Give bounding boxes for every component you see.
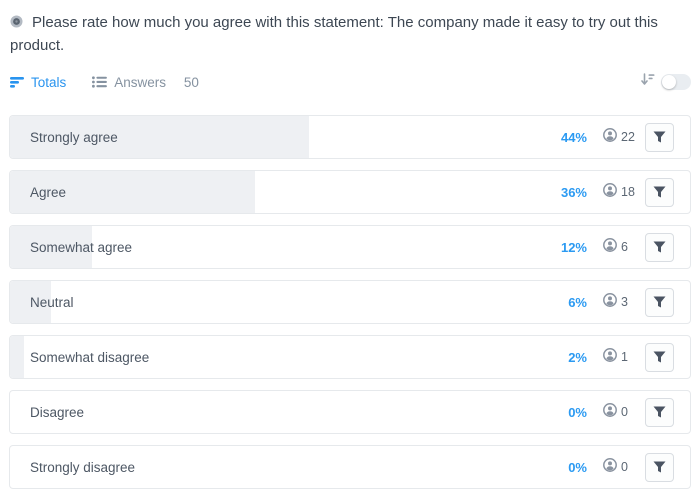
sort-descending-icon[interactable] (641, 73, 655, 91)
row-bar (10, 171, 255, 213)
row-bar (10, 226, 92, 268)
row-bar (10, 116, 310, 158)
row-count: 0 (621, 460, 628, 474)
row-label: Disagree (30, 404, 85, 420)
result-row: Strongly disagree 0% 0 (9, 445, 691, 489)
result-row: Somewhat disagree 2% 1 (9, 335, 691, 379)
row-percent: 0% (568, 459, 587, 475)
user-circle-icon (603, 182, 617, 202)
filter-button[interactable] (645, 177, 674, 207)
sort-toggle-knob (662, 75, 676, 89)
row-right: 36% 18 (551, 171, 674, 213)
row-right: 0% 0 (551, 446, 674, 488)
row-right: 6% 3 (551, 281, 674, 323)
tab-totals[interactable]: Totals (10, 75, 66, 90)
funnel-icon (653, 131, 666, 142)
row-label: Neutral (30, 294, 74, 310)
row-label: Strongly agree (30, 129, 118, 145)
filter-button[interactable] (645, 397, 674, 427)
user-circle-icon (603, 347, 617, 367)
row-label: Strongly disagree (30, 459, 136, 475)
tab-answers-label: Answers (114, 74, 167, 90)
tab-answers[interactable]: Answers 50 (92, 75, 199, 90)
question-title-text: Please rate how much you agree with this… (10, 14, 658, 54)
result-row: Neutral 6% 3 (9, 280, 691, 324)
user-circle-icon (603, 402, 617, 422)
tab-bar: Totals Answers 50 (9, 72, 691, 92)
row-right: 0% 0 (551, 391, 674, 433)
row-percent: 2% (568, 349, 587, 365)
row-count: 0 (621, 405, 628, 419)
row-percent: 36% (560, 184, 587, 200)
filter-button[interactable] (645, 342, 674, 372)
sort-toggle[interactable] (661, 74, 691, 90)
funnel-icon (653, 461, 666, 472)
user-circle-icon (603, 237, 617, 257)
row-bar (10, 336, 24, 378)
tab-totals-label: Totals (31, 74, 67, 90)
funnel-icon (653, 406, 666, 417)
funnel-icon (653, 186, 666, 197)
question-title: Please rate how much you agree with this… (9, 9, 691, 57)
row-right: 2% 1 (551, 336, 674, 378)
row-percent: 44% (560, 129, 587, 145)
filter-button[interactable] (645, 287, 674, 317)
row-label: Agree (30, 184, 67, 200)
row-right: 44% 22 (551, 116, 674, 158)
row-count: 3 (621, 295, 628, 309)
tab-answers-count: 50 (183, 74, 199, 90)
filter-button[interactable] (645, 452, 674, 482)
result-row: Agree 36% 18 (9, 170, 691, 214)
row-count: 18 (621, 185, 635, 199)
results-list: Strongly agree 44% 22 Agree 36% 18 Somew… (9, 115, 691, 489)
result-row: Strongly agree 44% 22 (9, 115, 691, 159)
row-count: 22 (621, 130, 635, 144)
funnel-icon (653, 241, 666, 252)
filter-button[interactable] (645, 232, 674, 262)
row-percent: 6% (568, 294, 587, 310)
row-count: 6 (621, 240, 628, 254)
row-count: 1 (621, 350, 628, 364)
funnel-icon (653, 296, 666, 307)
row-label: Somewhat agree (30, 239, 133, 255)
row-label: Somewhat disagree (30, 349, 150, 365)
row-bar (10, 281, 51, 323)
user-circle-icon (603, 292, 617, 312)
user-circle-icon (603, 457, 617, 477)
radio-circle-icon (10, 12, 23, 28)
user-circle-icon (603, 127, 617, 147)
bars-icon (10, 76, 24, 88)
filter-button[interactable] (645, 122, 674, 152)
result-row: Somewhat agree 12% 6 (9, 225, 691, 269)
row-right: 12% 6 (551, 226, 674, 268)
list-icon (92, 76, 108, 88)
result-row: Disagree 0% 0 (9, 390, 691, 434)
funnel-icon (653, 351, 666, 362)
row-percent: 0% (568, 404, 587, 420)
row-percent: 12% (560, 239, 587, 255)
